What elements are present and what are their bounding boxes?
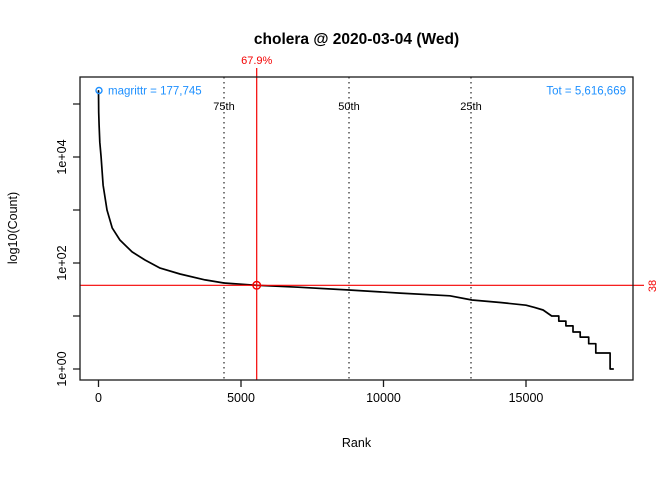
x-tick-0: 0 <box>95 391 102 405</box>
axis-ticks <box>73 103 527 387</box>
y-tick-1e02: 1e+02 <box>55 245 69 280</box>
download-rank-curve <box>97 89 615 370</box>
percentile-50-label: 50th <box>338 101 359 113</box>
crosshair <box>80 68 644 380</box>
percentile-75-label: 75th <box>213 101 234 113</box>
percentile-reference-lines <box>223 77 472 380</box>
x-tick-10000: 10000 <box>366 391 401 405</box>
y-tick-1e00: 1e+00 <box>55 351 69 386</box>
chart-title: cholera @ 2020-03-04 (Wed) <box>254 31 459 48</box>
magrittr-point-marker <box>95 86 103 95</box>
y-tick-1e04: 1e+04 <box>55 139 69 174</box>
magrittr-annotation: magrittr = 177,745 <box>108 86 202 98</box>
percentile-25-label: 25th <box>460 101 481 113</box>
x-tick-5000: 5000 <box>227 391 255 405</box>
plot-box <box>79 76 634 381</box>
count-annotation: 38 <box>647 280 659 292</box>
crosshair-point-marker <box>252 280 262 290</box>
x-axis-ticks <box>97 380 527 387</box>
x-axis-title: Rank <box>342 436 372 450</box>
x-tick-15000: 15000 <box>509 391 544 405</box>
percent-annotation: 67.9% <box>241 55 272 67</box>
percentile-labels: 75th 50th 25th <box>213 101 481 113</box>
y-tick-labels: 1e+00 1e+02 1e+04 <box>55 139 69 386</box>
x-tick-labels: 0 5000 10000 15000 <box>95 391 543 405</box>
y-axis-ticks <box>73 103 80 370</box>
y-axis-title: log10(Count) <box>6 192 20 264</box>
total-downloads-annotation: Tot = 5,616,669 <box>546 86 626 98</box>
